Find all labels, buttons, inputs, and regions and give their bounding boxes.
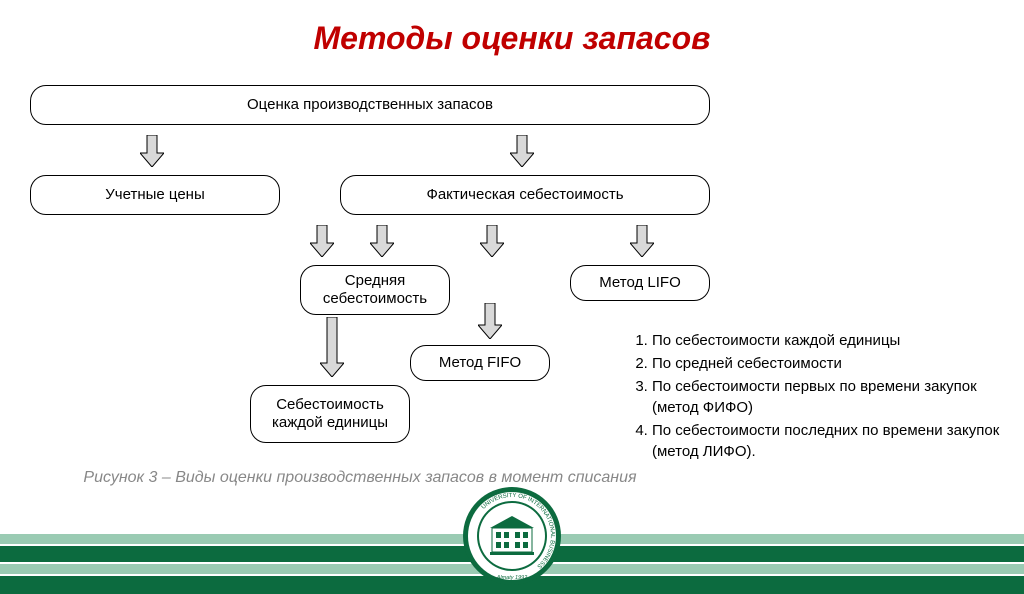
- node-acct: Учетные цены: [30, 175, 280, 215]
- arrow-icon: [480, 225, 504, 257]
- arrow-icon: [310, 225, 334, 257]
- arrow-icon: [370, 225, 394, 257]
- university-logo: UNIVERSITY OF INTERNATIONAL BUSINESS Alm…: [462, 486, 562, 586]
- node-root: Оценка производственных запасов: [30, 85, 710, 125]
- list-item: По себестоимости каждой единицы: [652, 330, 1010, 351]
- node-fact: Фактическая себестоимость: [340, 175, 710, 215]
- arrow-icon: [140, 135, 164, 167]
- node-unit: Себестоимость каждой единицы: [250, 385, 410, 443]
- node-fifo: Метод FIFO: [410, 345, 550, 381]
- flowchart: Оценка производственных запасов Учетные ц…: [10, 85, 730, 465]
- list-item: По себестоимости последних по времени за…: [652, 420, 1010, 462]
- node-lifo: Метод LIFO: [570, 265, 710, 301]
- list-item: По себестоимости первых по времени закуп…: [652, 376, 1010, 418]
- page-title: Методы оценки запасов: [0, 20, 1024, 57]
- arrow-icon: [320, 317, 344, 377]
- svg-text:Almaty 1992: Almaty 1992: [496, 575, 528, 581]
- list-item: По средней себестоимости: [652, 353, 1010, 374]
- arrow-icon: [510, 135, 534, 167]
- arrow-icon: [478, 303, 502, 339]
- arrow-icon: [630, 225, 654, 257]
- methods-list: По себестоимости каждой единицыПо средне…: [630, 330, 1010, 464]
- figure-caption: Рисунок 3 – Виды оценки производственных…: [60, 468, 660, 489]
- node-avg: Средняя себестоимость: [300, 265, 450, 315]
